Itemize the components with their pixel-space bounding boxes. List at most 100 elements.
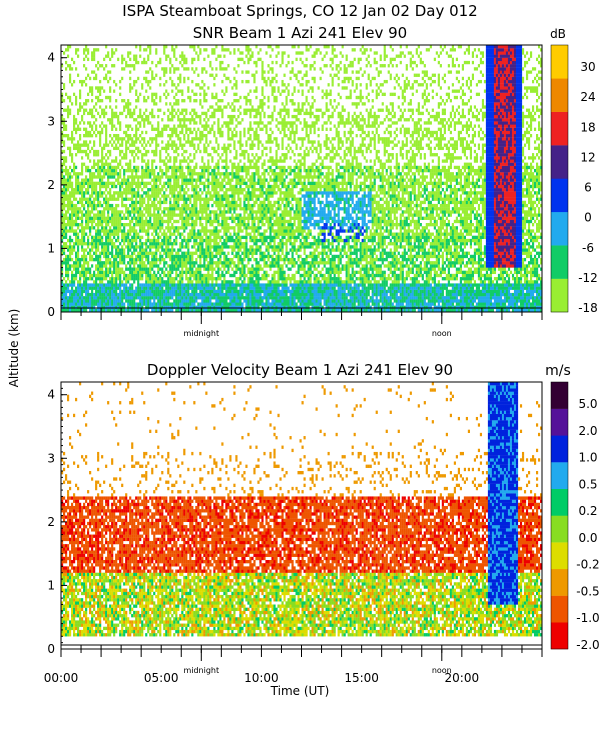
heatmap-cell xyxy=(121,210,123,213)
heatmap-cell xyxy=(113,277,115,280)
heatmap-cell xyxy=(153,128,155,131)
heatmap-cell xyxy=(145,61,147,64)
heatmap-cell xyxy=(117,182,119,185)
heatmap-cell xyxy=(83,213,85,216)
heatmap-cell xyxy=(83,233,85,236)
heatmap-cell xyxy=(77,290,79,293)
heatmap-cell xyxy=(119,242,121,245)
heatmap-cell xyxy=(155,140,157,143)
heatmap-cell xyxy=(103,290,105,293)
heatmap-cell xyxy=(87,283,89,286)
heatmap-cell xyxy=(131,144,133,147)
heatmap-cell xyxy=(147,226,149,229)
heatmap-cell xyxy=(97,239,99,242)
heatmap-cell xyxy=(81,293,83,296)
heatmap-cell xyxy=(139,287,141,290)
heatmap-cell xyxy=(85,169,87,172)
heatmap-cell xyxy=(129,261,131,264)
heatmap-cell xyxy=(143,299,145,302)
heatmap-cell xyxy=(127,182,129,185)
heatmap-cell xyxy=(141,229,143,232)
heatmap-cell xyxy=(85,210,87,213)
heatmap-cell xyxy=(115,277,117,280)
heatmap-cell xyxy=(109,163,111,166)
heatmap-cell xyxy=(131,185,133,188)
heatmap-cell xyxy=(107,156,109,159)
heatmap-cell xyxy=(115,299,117,302)
heatmap-cell xyxy=(131,239,133,242)
heatmap-cell xyxy=(69,283,71,286)
heatmap-cell xyxy=(135,134,137,137)
heatmap-cell xyxy=(131,112,133,115)
heatmap-cell xyxy=(137,188,139,191)
heatmap-cell xyxy=(75,172,77,175)
heatmap-cell xyxy=(73,296,75,299)
heatmap-cell xyxy=(95,236,97,239)
heatmap-cell xyxy=(71,223,73,226)
heatmap-cell xyxy=(125,124,127,127)
heatmap-cell xyxy=(145,99,147,102)
heatmap-cell xyxy=(79,128,81,131)
heatmap-cell xyxy=(119,268,121,271)
heatmap-cell xyxy=(115,185,117,188)
heatmap-cell xyxy=(151,70,153,73)
heatmap-cell xyxy=(109,118,111,121)
heatmap-cell xyxy=(67,112,69,115)
heatmap-cell xyxy=(149,299,151,302)
heatmap-cell xyxy=(135,204,137,207)
heatmap-cell xyxy=(65,290,67,293)
heatmap-cell xyxy=(75,302,77,305)
heatmap-cell xyxy=(115,112,117,115)
heatmap-cell xyxy=(151,287,153,290)
heatmap-cell xyxy=(93,150,95,153)
heatmap-cell xyxy=(107,299,109,302)
heatmap-cell xyxy=(77,182,79,185)
heatmap-cell xyxy=(85,188,87,191)
heatmap-cell xyxy=(99,299,101,302)
heatmap-cell xyxy=(87,287,89,290)
heatmap-cell xyxy=(65,204,67,207)
heatmap-cell xyxy=(97,213,99,216)
heatmap-cell xyxy=(153,172,155,175)
heatmap-cell xyxy=(87,179,89,182)
heatmap-cell xyxy=(63,179,65,182)
heatmap-cell xyxy=(155,150,157,153)
heatmap-cell xyxy=(107,296,109,299)
heatmap-cell xyxy=(109,90,111,93)
heatmap-cell xyxy=(143,229,145,232)
heatmap-cell xyxy=(101,252,103,255)
heatmap-cell xyxy=(133,229,135,232)
heatmap-cell xyxy=(145,290,147,293)
heatmap-cell xyxy=(107,255,109,258)
heatmap-cell xyxy=(111,185,113,188)
heatmap-cell xyxy=(79,302,81,305)
heatmap-cell xyxy=(109,140,111,143)
heatmap-cell xyxy=(125,277,127,280)
heatmap-cell xyxy=(101,153,103,156)
heatmap-cell xyxy=(105,287,107,290)
heatmap-cell xyxy=(143,185,145,188)
heatmap-cell xyxy=(131,217,133,220)
heatmap-cell xyxy=(97,159,99,162)
heatmap-cell xyxy=(87,74,89,77)
heatmap-cell xyxy=(91,255,93,258)
heatmap-cell xyxy=(91,226,93,229)
heatmap-cell xyxy=(125,296,127,299)
heatmap-cell xyxy=(99,134,101,137)
heatmap-cell xyxy=(123,156,125,159)
heatmap-cell xyxy=(147,210,149,213)
heatmap-cell xyxy=(125,191,127,194)
heatmap-cell xyxy=(73,207,75,210)
heatmap-cell xyxy=(79,242,81,245)
heatmap-cell xyxy=(87,277,89,280)
heatmap-cell xyxy=(109,261,111,264)
heatmap-cell xyxy=(115,115,117,118)
heatmap-cell xyxy=(71,131,73,134)
heatmap-cell xyxy=(99,210,101,213)
heatmap-cell xyxy=(155,226,157,229)
heatmap-cell xyxy=(127,287,129,290)
heatmap-cell xyxy=(125,293,127,296)
heatmap-cell xyxy=(141,296,143,299)
heatmap-cell xyxy=(99,182,101,185)
heatmap-cell xyxy=(69,175,71,178)
